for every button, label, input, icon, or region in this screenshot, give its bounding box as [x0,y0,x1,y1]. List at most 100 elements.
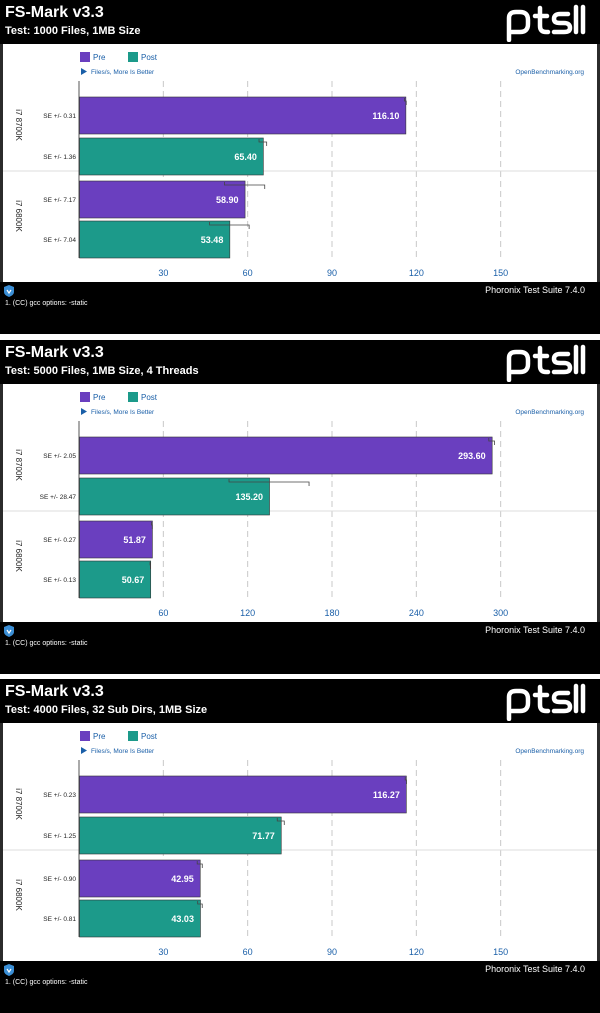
panel-header: FS-Mark v3.3 Test: 1000 Files, 1MB Size [0,0,600,44]
legend-label-pre: Pre [93,393,106,402]
bar-value-label: 58.90 [216,195,239,205]
bars: 293.60 SE +/- 2.05 135.20 SE +/- 28.47 51.87… [40,436,495,599]
more-is-better-arrow-icon [81,747,87,754]
site-label: OpenBenchmarking.org [515,748,584,755]
x-tick-label-2: 90 [327,947,337,957]
panel-header: FS-Mark v3.3 Test: 4000 Files, 32 Sub Di… [0,679,600,723]
bar-value-label: 65.40 [234,152,257,162]
legend-label-pre: Pre [93,53,106,62]
error-bar [197,901,203,908]
error-bar [488,438,495,445]
bar-post-1 [79,899,201,938]
category-label-0: i7 8700K [14,449,23,481]
x-tick-label-1: 120 [240,608,255,618]
pts-logo-icon [506,683,586,721]
more-is-better-arrow-icon [81,408,87,415]
se-label: SE +/- 7.17 [43,197,76,204]
error-bar [209,222,250,229]
bars: 116.10 SE +/- 0.31 65.40 SE +/- 1.36 58.90 SE… [43,96,407,259]
se-label: SE +/- 2.05 [43,453,76,460]
bars: 116.27 SE +/- 0.23 71.77 SE +/- 1.25 42.95 SE… [43,775,407,938]
category-label-1: i7 6800K [14,879,23,911]
x-tick-label-0: 30 [158,268,168,278]
x-tick-label-4: 150 [493,268,508,278]
panel-footer: 1. (CC) gcc options: -static Phoronix Te… [0,282,600,334]
bar-value-label: 71.77 [252,831,275,841]
legend-swatch-post [128,392,138,402]
panel-header: FS-Mark v3.3 Test: 5000 Files, 1MB Size,… [0,340,600,384]
footer-suite: Phoronix Test Suite 7.4.0 [485,964,585,974]
bar-post-0 [79,477,270,516]
openbenchmarking-shield-icon [4,625,14,637]
se-label: SE +/- 0.23 [43,792,76,799]
bar-pre-0 [79,436,493,475]
x-tick-label-3: 240 [409,608,424,618]
panel-subtitle: Test: 5000 Files, 1MB Size, 4 Threads [5,365,199,377]
plot-area: Pre Post Files/s, More Is Better OpenBen… [3,44,597,282]
site-label: OpenBenchmarking.org [515,69,584,76]
bar-value-label: 135.20 [235,492,263,502]
benchmark-panel-1: FS-Mark v3.3 Test: 1000 Files, 1MB Size … [0,0,600,334]
openbenchmarking-shield-icon [4,285,14,297]
se-label: SE +/- 0.13 [43,577,76,584]
bar-post-1 [79,560,152,599]
legend-label-post: Post [141,53,158,62]
legend-swatch-pre [80,392,90,402]
openbenchmarking-shield-icon [4,964,14,976]
panel-subtitle: Test: 1000 Files, 1MB Size [5,25,141,37]
category-label-0: i7 8700K [14,788,23,820]
legend-swatch-pre [80,52,90,62]
legend-label-post: Post [141,393,158,402]
benchmark-panel-2: FS-Mark v3.3 Test: 5000 Files, 1MB Size,… [0,340,600,674]
error-bar [404,98,407,105]
bar-pre-0 [79,96,407,135]
bar-pre-0 [79,775,407,814]
se-label: SE +/- 0.31 [43,113,76,120]
plot-area: Pre Post Files/s, More Is Better OpenBen… [3,723,597,961]
pts-logo-icon [506,344,586,382]
error-bar [228,479,310,486]
bar-pre-1 [79,180,246,219]
more-is-better-arrow-icon [81,68,87,75]
footer-note: 1. (CC) gcc options: -static [5,300,88,307]
error-bar [196,861,203,868]
x-axis-ticks: 60 120 180 240 300 [158,608,508,618]
panel-footer: 1. (CC) gcc options: -static Phoronix Te… [0,622,600,674]
bar-value-label: 51.87 [123,535,146,545]
se-label: SE +/- 1.25 [43,833,76,840]
legend-swatch-post [128,731,138,741]
se-label: SE +/- 28.47 [40,494,77,501]
unit-note: Files/s, More Is Better [91,748,155,755]
error-bar [151,522,153,529]
plot-area: Pre Post Files/s, More Is Better OpenBen… [3,384,597,622]
bar-value-label: 43.03 [171,914,194,924]
error-bar [276,818,285,825]
x-tick-label-1: 60 [243,268,253,278]
bar-post-0 [79,816,282,855]
panel-title: FS-Mark v3.3 [5,683,104,700]
bar-value-label: 293.60 [458,451,486,461]
se-label: SE +/- 1.36 [43,154,76,161]
category-label-1: i7 6800K [14,540,23,572]
panel-title: FS-Mark v3.3 [5,4,104,21]
legend: Pre Post [80,52,158,62]
footer-suite: Phoronix Test Suite 7.4.0 [485,285,585,295]
bar-chart: Pre Post Files/s, More Is Better OpenBen… [3,52,597,278]
pts-logo-icon [506,4,586,42]
chart-frame: Pre Post Files/s, More Is Better OpenBen… [0,723,600,961]
benchmark-panel-3: FS-Mark v3.3 Test: 4000 Files, 32 Sub Di… [0,679,600,1013]
unit-note: Files/s, More Is Better [91,409,155,416]
bar-pre-1 [79,520,153,559]
error-bar [404,777,407,784]
category-label-0: i7 8700K [14,109,23,141]
category-label-1: i7 6800K [14,200,23,232]
legend-label-post: Post [141,732,158,741]
x-tick-label-0: 30 [158,947,168,957]
bar-pre-1 [79,859,201,898]
x-tick-label-1: 60 [243,947,253,957]
bar-chart: Pre Post Files/s, More Is Better OpenBen… [3,731,597,957]
se-label: SE +/- 0.81 [43,916,76,923]
x-tick-label-2: 180 [324,608,339,618]
bar-value-label: 116.27 [373,790,400,800]
x-tick-label-4: 150 [493,947,508,957]
